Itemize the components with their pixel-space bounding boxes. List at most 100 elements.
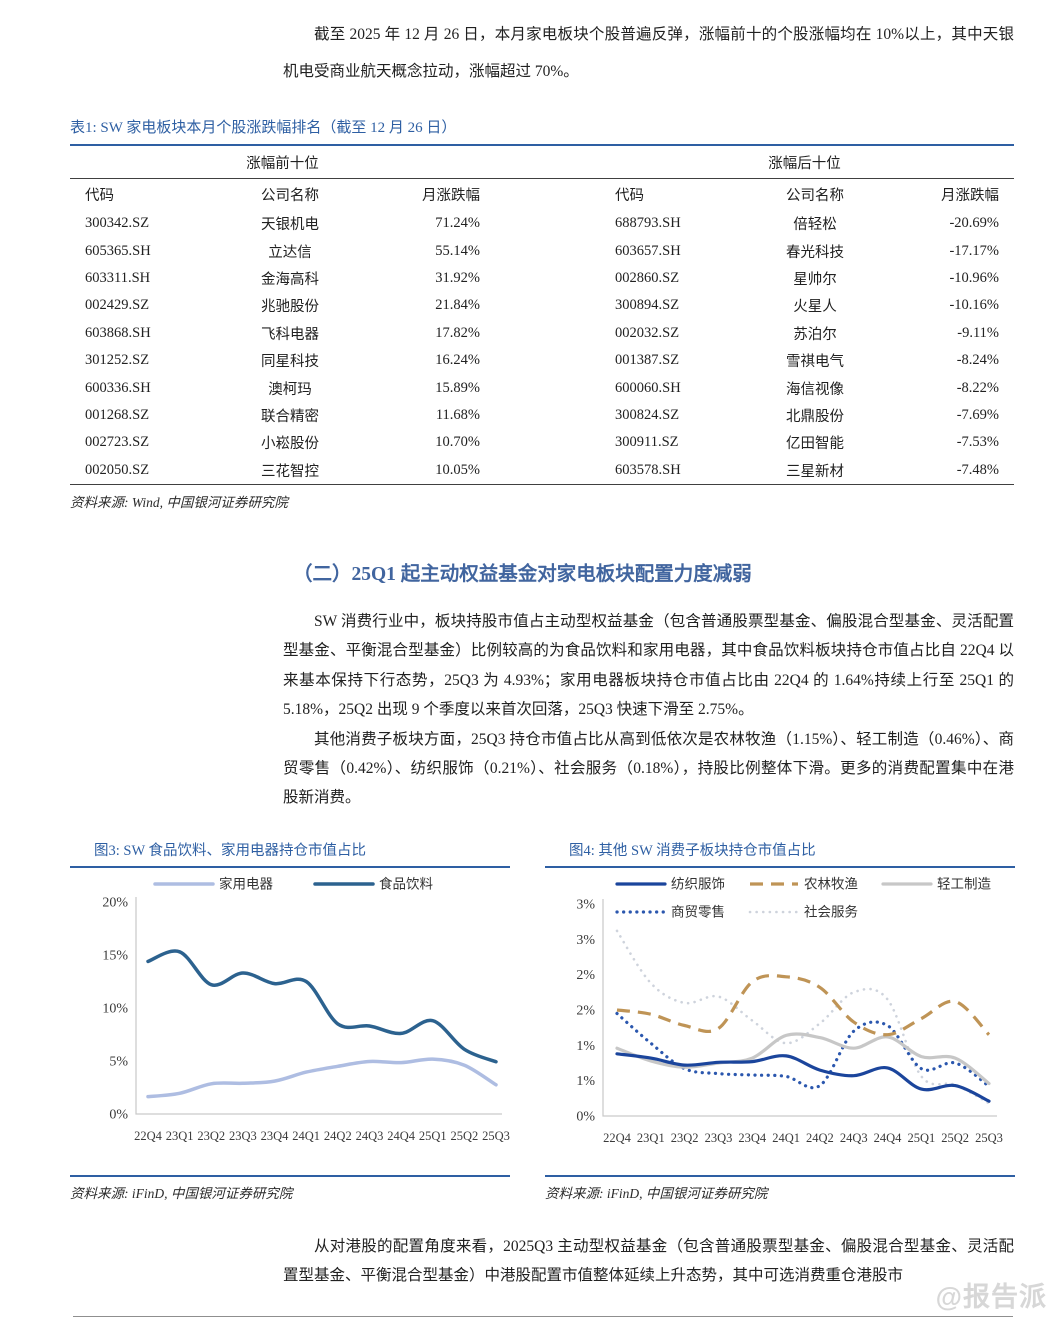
figure4-source: 资料来源: iFinD, 中国银河证券研究院: [545, 1174, 1015, 1202]
table-cell: -17.17%: [949, 242, 999, 259]
series-line-2: [616, 973, 991, 1037]
table-cell: 55.14%: [435, 242, 480, 259]
table-cell: 立达信: [268, 244, 312, 261]
section-paragraph-2: 其他消费子板块方面，25Q3 持仓市值占比从高到低依次是农林牧渔（1.15%）、…: [283, 730, 1014, 807]
table-cell: 688793.SH: [615, 215, 681, 232]
table1-title: 表1: SW 家电板块本月个股涨跌幅排名（截至 12 月 26 日）: [70, 116, 1014, 146]
figure3-source: 资料来源: iFinD, 中国银河证券研究院: [70, 1174, 510, 1202]
series-line-5: [615, 929, 991, 1105]
x-tick-label: 24Q2: [324, 1129, 352, 1143]
table-cell: 兆驰股份: [261, 299, 319, 316]
table-cell: 星帅尔: [793, 271, 837, 288]
table-cell: 603657.SH: [615, 242, 681, 259]
col-header-code-left: 代码: [85, 188, 114, 204]
axis-line: [602, 898, 997, 1117]
x-tick-label: 25Q2: [450, 1129, 478, 1143]
table-cell: 002032.SZ: [615, 324, 680, 341]
table1: 表1: SW 家电板块本月个股涨跌幅排名（截至 12 月 26 日） 涨幅前十位…: [70, 116, 1014, 511]
group-header-losers: 涨幅后十位: [768, 155, 841, 172]
table-cell: -10.16%: [949, 297, 999, 314]
table-row: 001268.SZ 联合精密 11.68% 300824.SZ 北鼎股份 -7.69%: [70, 402, 1014, 429]
table-cell: 603578.SH: [615, 461, 681, 478]
table-cell: 三星新材: [786, 463, 844, 480]
table-row: 600336.SH 澳柯玛 15.89% 600060.SH 海信视像 -8.22%: [70, 374, 1014, 401]
col-header-code-right: 代码: [615, 188, 644, 204]
table-cell: -8.22%: [956, 379, 999, 396]
table-cell: 17.82%: [435, 324, 480, 341]
series-line-2: [146, 949, 498, 1064]
table-cell: 603868.SH: [85, 324, 151, 341]
table-cell: -8.24%: [956, 352, 999, 369]
figure4-line-chart: 0% 1% 1% 2% 2% 3% 3% 22Q4 23Q1 23Q2 23Q3 23Q4 24Q1 24…: [576, 876, 1003, 1145]
figure3-line-chart: 0% 5% 10% 15% 20% 22Q4 23Q1 23Q2 23Q3 23Q4 24Q1 24Q…: [102, 875, 510, 1143]
x-tick-label: 24Q3: [840, 1131, 868, 1145]
y-tick-label: 15%: [102, 948, 128, 963]
table-cell: 三花智控: [261, 463, 319, 480]
legend-label: 商贸零售: [671, 904, 725, 919]
y-tick-label: 3%: [576, 933, 595, 948]
table-cell: -10.96%: [949, 269, 999, 286]
table-cell: 金海高科: [261, 271, 319, 288]
table-cell: -7.53%: [956, 434, 999, 451]
col-header-company-left: 公司名称: [261, 188, 319, 204]
x-tick-label: 25Q2: [941, 1131, 969, 1145]
table-row: 605365.SH 立达信 55.14% 603657.SH 春光科技 -17.17%: [70, 237, 1014, 264]
table-cell: 亿田智能: [786, 436, 844, 453]
table1-source: 资料来源: Wind, 中国银河证券研究院: [70, 494, 288, 510]
table-cell: -7.48%: [956, 461, 999, 478]
x-tick-label: 25Q3: [975, 1131, 1003, 1145]
table-cell: 31.92%: [435, 269, 480, 286]
table-row: 301252.SZ 同星科技 16.24% 001387.SZ 雪祺电气 -8.24%: [70, 347, 1014, 374]
col-header-change-left: 月涨跌幅: [422, 188, 480, 204]
table-cell: 001387.SZ: [615, 352, 680, 369]
series-line-3: [615, 1032, 991, 1085]
table-cell: 15.89%: [435, 379, 480, 396]
table-cell: 300894.SZ: [615, 297, 680, 314]
table-cell: 301252.SZ: [85, 352, 150, 369]
x-tick-label: 22Q4: [603, 1131, 632, 1145]
y-tick-label: 10%: [102, 1001, 128, 1016]
table1-column-headers: 代码 公司名称 月涨跌幅 代码 公司名称 月涨跌幅: [70, 179, 1014, 210]
figure4: 图4: 其他 SW 消费子板块持仓市值占比 0% 1% 1% 2% 2% 3% 3% 22Q4…: [545, 839, 1015, 1202]
y-tick-label: 0%: [576, 1109, 595, 1124]
table-row: 002050.SZ 三花智控 10.05% 603578.SH 三星新材 -7.48%: [70, 457, 1014, 484]
legend-label: 社会服务: [804, 904, 858, 919]
table-cell: 同星科技: [261, 354, 319, 371]
table-cell: 天银机电: [261, 217, 319, 234]
table-cell: 002860.SZ: [615, 269, 680, 286]
axis-line: [135, 896, 502, 1115]
table-cell: 300342.SZ: [85, 215, 150, 232]
x-tick-label: 25Q1: [419, 1129, 447, 1143]
table-cell: 11.68%: [435, 406, 480, 423]
x-tick-label: 24Q1: [292, 1129, 320, 1143]
table-cell: 600060.SH: [615, 379, 681, 396]
table-cell: -20.69%: [949, 215, 999, 232]
x-tick-label: 23Q2: [197, 1129, 225, 1143]
table-cell: 北鼎股份: [786, 408, 844, 425]
section-heading: （二）25Q1 起主动权益基金对家电板块配置力度减弱: [293, 563, 752, 585]
watermark: @报告派: [935, 1282, 1047, 1312]
y-tick-label: 1%: [576, 1039, 595, 1054]
x-tick-label: 24Q3: [356, 1129, 384, 1143]
figure3-title: 图3: SW 食品饮料、家用电器持仓市值占比: [70, 839, 510, 868]
table-cell: 海信视像: [786, 381, 844, 398]
series-line-4: [615, 1011, 991, 1089]
table-cell: 联合精密: [261, 408, 319, 425]
table-cell: 10.05%: [435, 461, 480, 478]
x-tick-label: 24Q2: [806, 1131, 834, 1145]
table1-rows: 300342.SZ 天银机电 71.24% 688793.SH 倍轻松 -20.69% 60…: [70, 210, 1014, 485]
x-tick-label: 23Q3: [229, 1129, 257, 1143]
table-row: 002723.SZ 小崧股份 10.70% 300911.SZ 亿田智能 -7.53%: [70, 429, 1014, 456]
table-cell: 澳柯玛: [268, 381, 312, 398]
table-cell: 001268.SZ: [85, 406, 150, 423]
table-cell: 10.70%: [435, 434, 480, 451]
closing-paragraph: 从对港股的配置角度来看，2025Q3 主动型权益基金（包含普通股票型基金、偏股混…: [283, 1237, 1014, 1285]
legend-label: 食品饮料: [379, 875, 433, 891]
footer-divider: [73, 1316, 1013, 1317]
table-cell: 倍轻松: [793, 217, 837, 234]
table-cell: 002050.SZ: [85, 461, 150, 478]
table-cell: 605365.SH: [85, 242, 151, 259]
table1-group-header-row: 涨幅前十位 涨幅后十位: [70, 146, 1014, 179]
series-line-1: [146, 1057, 498, 1099]
